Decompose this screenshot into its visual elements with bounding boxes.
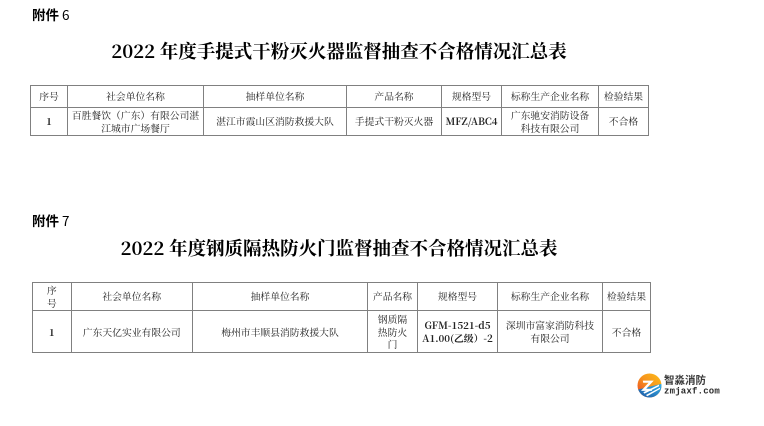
svg-text:zmjaxf.com: zmjaxf.com bbox=[664, 387, 720, 397]
svg-text:智淼消防: 智淼消防 bbox=[664, 373, 706, 388]
